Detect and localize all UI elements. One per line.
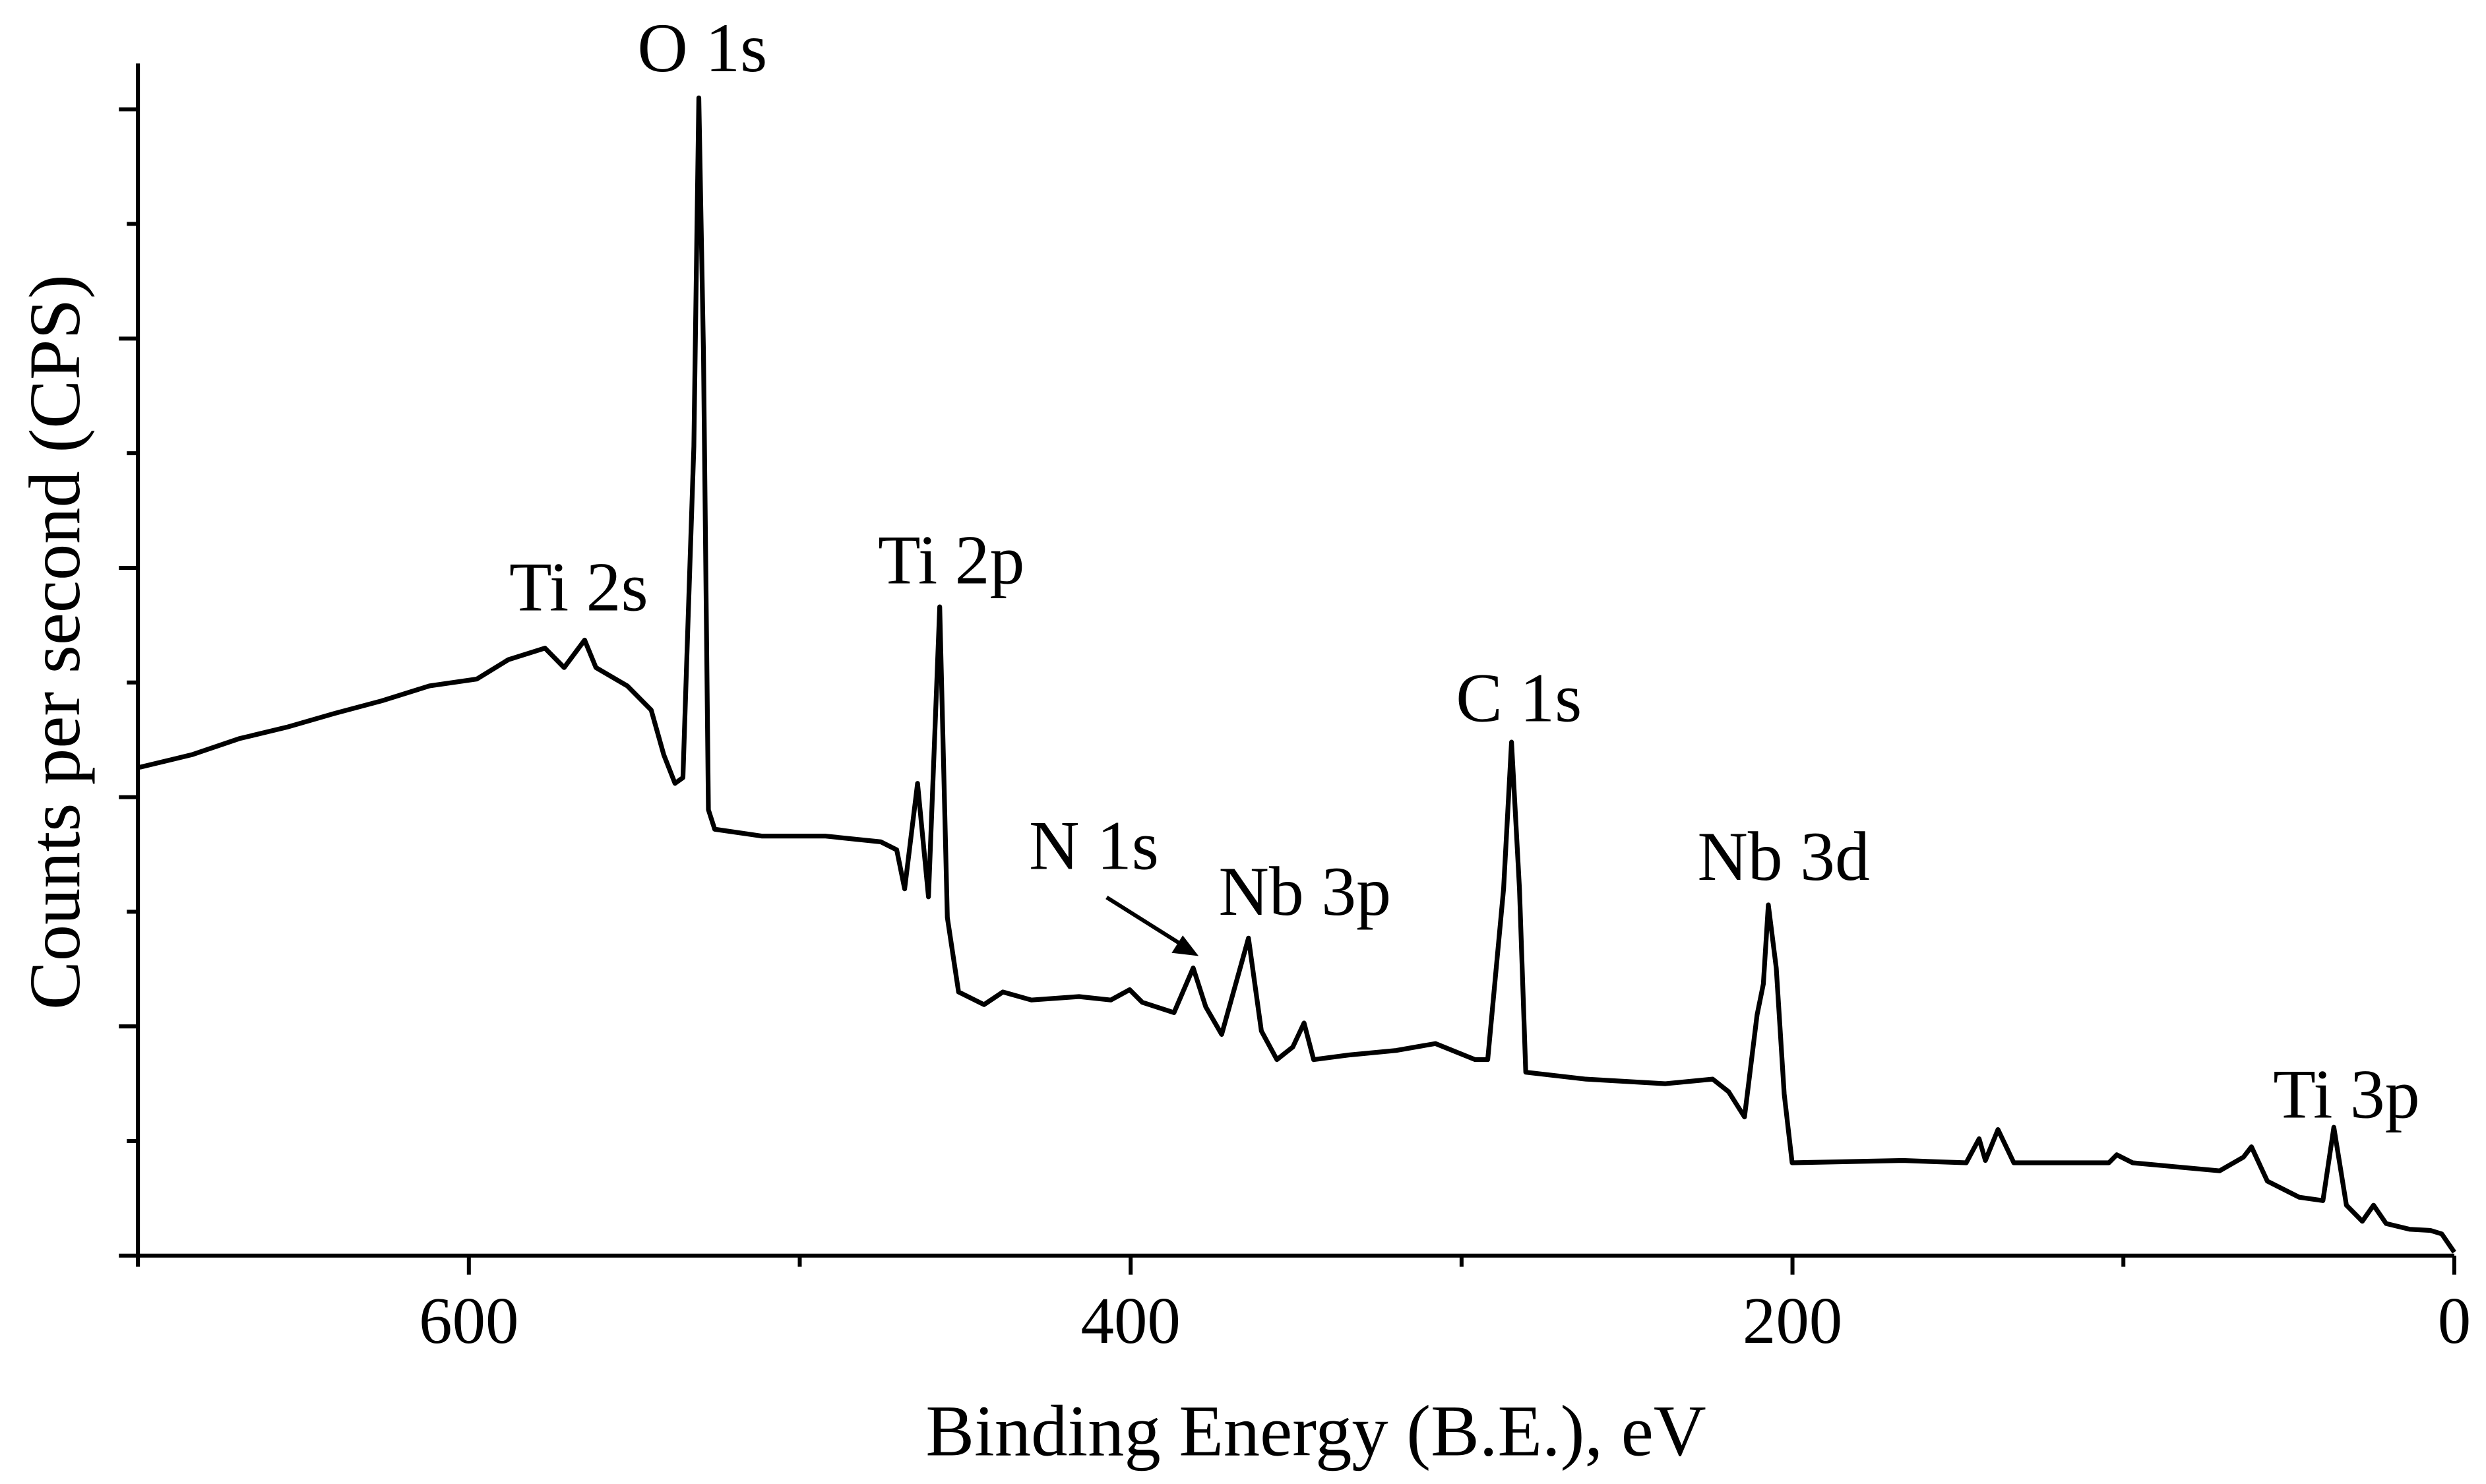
annotation-arrowhead xyxy=(1171,935,1199,956)
peak-label: Nb 3d xyxy=(1697,818,1869,895)
x-tick-label: 400 xyxy=(1080,1283,1180,1357)
x-tick-label: 200 xyxy=(1743,1283,1842,1357)
x-tick-label: 0 xyxy=(2438,1283,2471,1357)
spectrum-line xyxy=(139,95,2456,1254)
x-tick-label: 600 xyxy=(419,1283,518,1357)
y-axis-title: Counts per second (CPS) xyxy=(14,274,95,1010)
x-axis-title: Binding Energy (B.E.), eV xyxy=(925,1390,1706,1471)
peak-label: Ti 2p xyxy=(878,522,1024,599)
peak-label: Nb 3p xyxy=(1219,853,1391,930)
peak-label: O 1s xyxy=(637,9,767,86)
peak-label: C 1s xyxy=(1456,660,1582,737)
peak-label: Ti 3p xyxy=(2273,1056,2419,1133)
annotation-arrow xyxy=(1105,896,1194,953)
peak-label: N 1s xyxy=(1029,807,1159,884)
peak-label: Ti 2s xyxy=(509,548,648,625)
